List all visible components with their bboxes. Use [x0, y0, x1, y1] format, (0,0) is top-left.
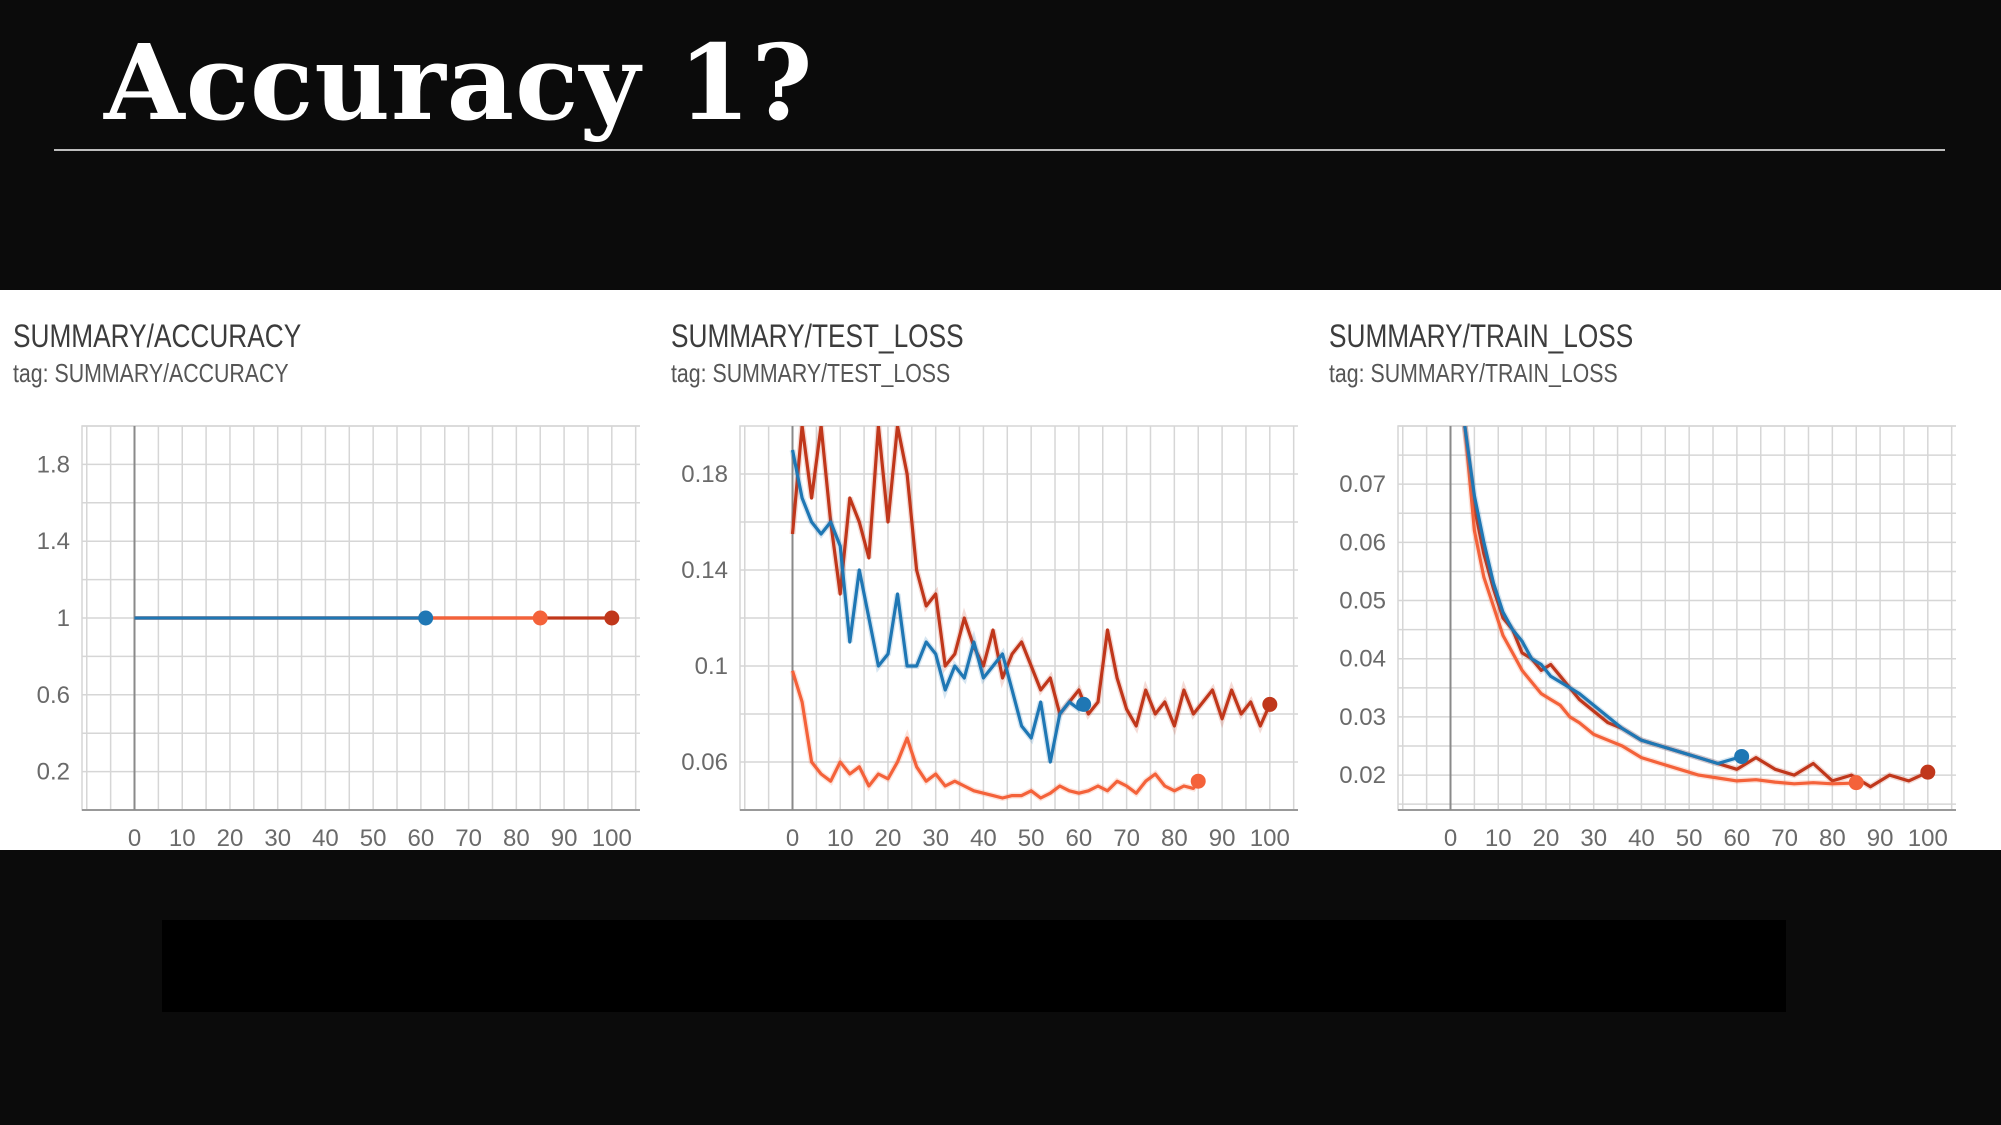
- x-tick-label: 0: [128, 825, 141, 848]
- y-tick-label: 1.8: [37, 451, 70, 478]
- chart-tag: tag: SUMMARY/TEST_LOSS: [671, 358, 951, 388]
- series-group: [789, 426, 1273, 802]
- x-tick-label: 0: [786, 825, 799, 848]
- x-tick-label: 60: [1066, 825, 1093, 848]
- series-raw-line: [1461, 426, 1930, 791]
- x-tick-label: 100: [592, 825, 632, 848]
- x-tick-label: 90: [551, 825, 578, 848]
- test-loss-chart: SUMMARY/TEST_LOSS tag: SUMMARY/TEST_LOSS…: [658, 318, 1298, 848]
- x-tick-label: 10: [827, 825, 854, 848]
- series-line: [790, 449, 1085, 764]
- x-tick-label: 40: [1628, 825, 1655, 848]
- x-tick-label: 80: [1161, 825, 1188, 848]
- x-tick-label: 20: [1533, 825, 1560, 848]
- chart-title: SUMMARY/ACCURACY: [13, 318, 302, 354]
- test-loss-plot: 0 10 20 30 40 50 60 70 80 90 100 0.18 0.14 0.1 0.06: [681, 425, 1298, 848]
- y-tick-label: 0.6: [37, 682, 70, 709]
- y-tick-label: 0.03: [1339, 704, 1386, 731]
- y-tick-label: 1.4: [37, 528, 70, 555]
- y-tick-label: 0.05: [1339, 588, 1386, 615]
- series-end-point: [1076, 696, 1092, 712]
- y-tick-label: 0.1: [695, 653, 728, 680]
- series-raw-line: [1461, 426, 1857, 787]
- train-loss-plot: 0 10 20 30 40 50 60 70 80 90 100 0.07 0.06 0.05 0.04 0.…: [1339, 425, 1956, 848]
- series-line: [1463, 426, 1743, 766]
- chart-title: SUMMARY/TRAIN_LOSS: [1329, 318, 1634, 354]
- series-line: [790, 426, 1272, 728]
- series-line: [790, 670, 1200, 800]
- x-tick-label: 60: [408, 825, 435, 848]
- x-tick-label: 80: [1819, 825, 1846, 848]
- x-tick-label: 30: [922, 825, 949, 848]
- series-line: [1463, 426, 1929, 789]
- train-loss-chart: SUMMARY/TRAIN_LOSS tag: SUMMARY/TRAIN_LO…: [1316, 318, 1956, 848]
- series-end-point: [1734, 748, 1750, 764]
- accuracy-plot: 0 10 20 30 40 50 60 70 80 90 100 1.8 1.4 1 0.6 0.2: [37, 425, 640, 848]
- x-tick-label: 70: [1771, 825, 1798, 848]
- series-line: [1463, 426, 1857, 786]
- accuracy-chart: SUMMARY/ACCURACY tag: SUMMARY/ACCURACY 0…: [0, 318, 640, 848]
- x-tick-label: 20: [217, 825, 244, 848]
- series-end-point: [604, 610, 620, 626]
- y-tick-label: 0.06: [681, 749, 728, 776]
- y-tick-label: 0.02: [1339, 762, 1386, 789]
- x-tick-label: 70: [1113, 825, 1140, 848]
- x-tick-label: 90: [1867, 825, 1894, 848]
- chart-tag: tag: SUMMARY/TRAIN_LOSS: [1329, 358, 1618, 388]
- series-end-point: [1262, 696, 1278, 712]
- y-tick-label: 1: [57, 605, 70, 632]
- x-tick-label: 40: [312, 825, 339, 848]
- x-tick-label: 30: [1580, 825, 1607, 848]
- series-group: [1461, 426, 1930, 791]
- x-tick-label: 100: [1908, 825, 1948, 848]
- x-tick-label: 70: [455, 825, 482, 848]
- chart-tag: tag: SUMMARY/ACCURACY: [13, 358, 289, 388]
- series-end-point: [418, 610, 434, 626]
- x-tick-label: 50: [1676, 825, 1703, 848]
- x-tick-label: 10: [169, 825, 196, 848]
- charts-panel: SUMMARY/ACCURACY tag: SUMMARY/ACCURACY 0…: [0, 290, 2001, 850]
- x-tick-label: 20: [875, 825, 902, 848]
- y-tick-label: 0.06: [1339, 529, 1386, 556]
- y-tick-label: 0.18: [681, 461, 728, 488]
- series-end-point: [1920, 764, 1936, 780]
- slide-title: Accuracy 1?: [104, 21, 814, 144]
- series-raw-line: [789, 669, 1201, 802]
- x-tick-label: 10: [1485, 825, 1512, 848]
- x-tick-label: 30: [264, 825, 291, 848]
- y-tick-label: 0.14: [681, 557, 728, 584]
- x-tick-label: 0: [1444, 825, 1457, 848]
- x-tick-label: 50: [1018, 825, 1045, 848]
- x-tick-label: 100: [1250, 825, 1290, 848]
- series-end-point: [532, 610, 548, 626]
- x-tick-label: 40: [970, 825, 997, 848]
- y-tick-label: 0.2: [37, 759, 70, 786]
- x-tick-label: 50: [360, 825, 387, 848]
- series-end-point: [1190, 773, 1206, 789]
- x-tick-label: 60: [1724, 825, 1751, 848]
- series-end-point: [1848, 775, 1864, 791]
- y-tick-label: 0.07: [1339, 471, 1386, 498]
- x-tick-label: 80: [503, 825, 530, 848]
- chart-title: SUMMARY/TEST_LOSS: [671, 318, 964, 354]
- y-tick-label: 0.04: [1339, 646, 1386, 673]
- x-tick-label: 90: [1209, 825, 1236, 848]
- title-divider: [54, 149, 1945, 151]
- caption-bar: [162, 920, 1786, 1012]
